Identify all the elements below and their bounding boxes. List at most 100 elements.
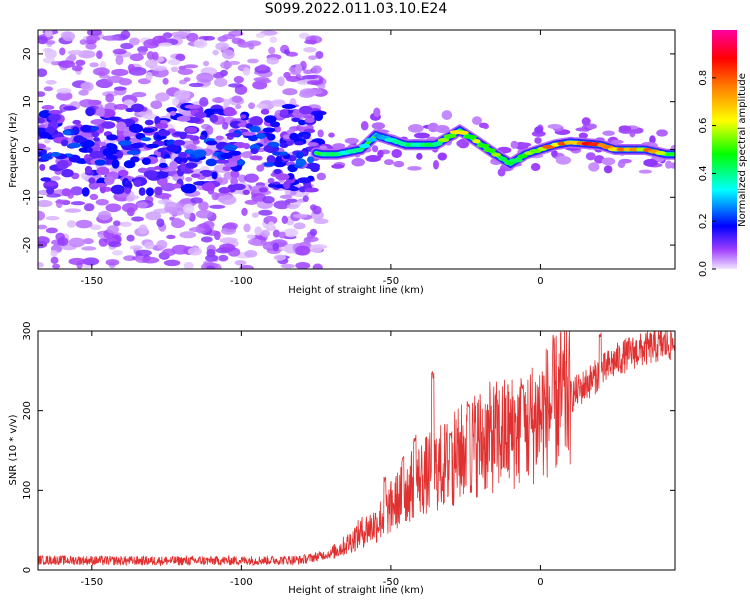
noise-blob <box>267 183 276 188</box>
noise-blob <box>211 97 225 103</box>
x-tick-label: -50 <box>383 276 399 287</box>
noise-blob <box>129 245 143 250</box>
noise-blob <box>95 198 109 206</box>
noise-blob <box>272 242 280 252</box>
noise-blob <box>209 204 226 209</box>
noise-blob <box>142 113 158 120</box>
noise-blob <box>219 243 236 252</box>
noise-blob <box>45 227 58 234</box>
noise-blob <box>297 177 312 184</box>
noise-blob <box>291 117 301 123</box>
noise-blob <box>241 151 253 159</box>
noise-blob <box>185 176 193 182</box>
noise-blob <box>286 204 299 210</box>
snr-y-axis-label: SNR (10 * v/v) <box>8 414 19 485</box>
noise-blob <box>266 57 280 65</box>
noise-blob <box>304 88 323 95</box>
noise-blob <box>124 187 132 194</box>
noise-blob <box>63 106 77 111</box>
noise-blob <box>144 119 154 126</box>
noise-blob <box>311 65 322 74</box>
noise-blob <box>89 224 102 231</box>
noise-blob <box>201 236 213 243</box>
noise-blob <box>205 140 218 146</box>
noise-blob <box>107 75 125 84</box>
noise-blob <box>213 77 228 88</box>
noise-blob <box>414 132 430 139</box>
noise-blob <box>248 135 258 142</box>
ridge-peak <box>437 138 450 143</box>
noise-blob <box>437 152 448 161</box>
noise-blob <box>88 177 96 184</box>
noise-blob <box>38 91 46 97</box>
noise-blob <box>129 53 144 62</box>
noise-blob <box>360 120 369 131</box>
noise-blob <box>280 109 289 116</box>
colorbar: 0.0 0.2 0.4 0.6 0.8 Normalized spectral ampl… <box>698 30 748 277</box>
noise-blob <box>260 108 270 115</box>
noise-blob <box>638 169 653 174</box>
noise-blob <box>150 100 163 110</box>
noise-blob <box>170 31 189 38</box>
noise-blob <box>391 148 403 158</box>
noise-blob <box>108 116 121 121</box>
noise-blob <box>188 82 204 88</box>
noise-blob <box>56 91 73 101</box>
noise-blob <box>248 102 256 110</box>
noise-blob <box>38 143 46 150</box>
noise-blob <box>85 42 97 50</box>
noise-blob <box>258 64 268 71</box>
noise-blob <box>84 165 93 174</box>
noise-blob <box>295 245 311 256</box>
noise-blob <box>183 64 199 69</box>
noise-blob <box>55 199 71 204</box>
noise-blob <box>111 68 129 77</box>
noise-blob <box>234 260 247 266</box>
noise-blob <box>293 222 306 230</box>
noise-blob <box>313 218 329 225</box>
noise-blob <box>280 263 295 269</box>
spectrogram-x-ticks: -150 -100 -50 0 <box>80 30 544 287</box>
noise-blob <box>203 60 210 67</box>
noise-blob <box>138 187 146 196</box>
noise-blob <box>233 76 244 84</box>
noise-blob <box>155 122 169 130</box>
noise-blob <box>218 254 229 262</box>
noise-blob <box>179 131 187 140</box>
noise-blob <box>186 32 199 42</box>
noise-blob <box>303 69 314 75</box>
noise-blob <box>154 116 161 126</box>
noise-blob <box>93 182 108 188</box>
ridge-peak <box>551 142 560 147</box>
noise-blob <box>66 220 76 228</box>
noise-blob <box>206 265 216 269</box>
noise-blob <box>41 105 55 110</box>
noise-blob <box>179 161 186 172</box>
snr-y-ticks: 0 100 200 300 <box>22 321 675 573</box>
noise-blob <box>285 198 298 203</box>
noise-blob <box>116 121 127 132</box>
noise-blob <box>269 36 278 43</box>
noise-blob <box>239 264 254 269</box>
noise-blob <box>441 110 453 121</box>
noise-blob <box>137 46 149 53</box>
noise-blob <box>115 134 125 143</box>
noise-blob <box>67 142 82 148</box>
noise-blob <box>50 256 59 264</box>
noise-blob <box>301 74 319 80</box>
noise-blob <box>393 160 405 168</box>
noise-blob <box>256 164 265 172</box>
noise-blob <box>154 186 163 196</box>
noise-blob <box>432 160 440 170</box>
noise-blob <box>67 49 85 55</box>
noise-blob <box>90 126 99 131</box>
noise-blob <box>218 187 231 194</box>
noise-blob <box>223 106 236 117</box>
noise-blob <box>236 159 246 166</box>
noise-blob <box>472 116 482 125</box>
noise-blob <box>190 197 203 204</box>
noise-blob <box>267 177 275 184</box>
noise-blob <box>212 72 225 79</box>
noise-blob <box>51 61 58 66</box>
